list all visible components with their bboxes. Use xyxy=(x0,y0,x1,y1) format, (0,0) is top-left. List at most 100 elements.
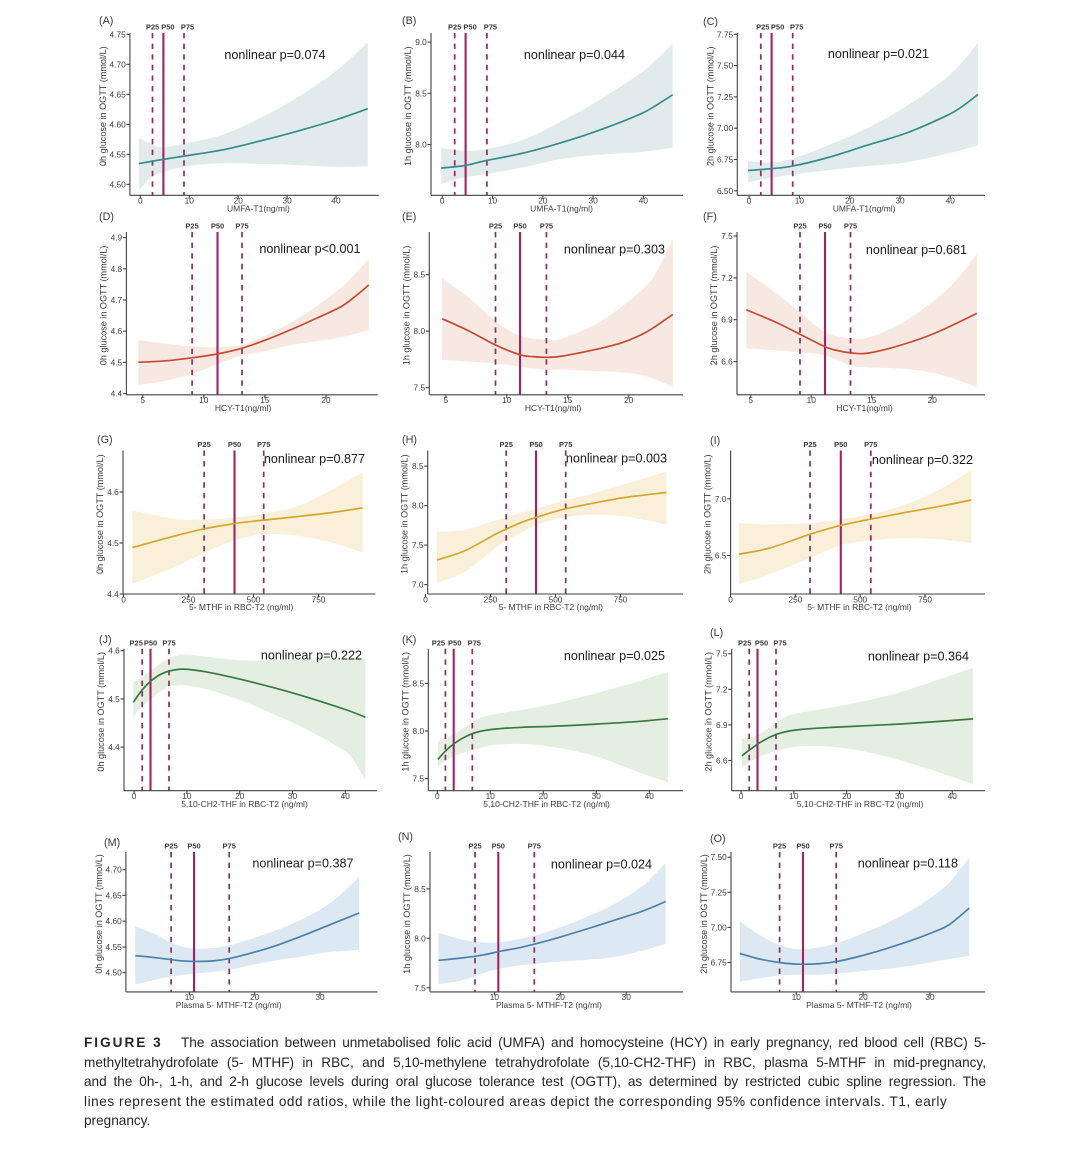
svg-text:7.75: 7.75 xyxy=(717,29,734,39)
svg-text:(I): (I) xyxy=(710,435,720,447)
svg-text:P50: P50 xyxy=(834,440,847,449)
svg-text:20: 20 xyxy=(539,791,549,801)
svg-text:4.70: 4.70 xyxy=(110,59,127,69)
svg-text:4.6: 4.6 xyxy=(111,326,123,336)
svg-text:4.4: 4.4 xyxy=(107,589,119,599)
svg-text:4.5: 4.5 xyxy=(108,694,120,704)
svg-text:5: 5 xyxy=(140,395,145,405)
svg-text:4.60: 4.60 xyxy=(106,916,123,926)
svg-text:20: 20 xyxy=(556,992,566,1002)
svg-text:250: 250 xyxy=(788,594,802,604)
svg-text:(N): (N) xyxy=(398,831,413,843)
svg-text:6.75: 6.75 xyxy=(717,155,734,165)
svg-text:nonlinear p=0.681: nonlinear p=0.681 xyxy=(866,243,967,257)
svg-text:1h glucose in OGTT (mmol/L): 1h glucose in OGTT (mmol/L) xyxy=(402,854,412,974)
svg-text:6.5: 6.5 xyxy=(715,551,727,561)
svg-text:0h glucose in OGTT (mmol/L): 0h glucose in OGTT (mmol/L) xyxy=(95,454,105,574)
svg-text:nonlinear p=0.025: nonlinear p=0.025 xyxy=(564,649,665,663)
svg-text:10: 10 xyxy=(488,196,498,206)
svg-text:7.2: 7.2 xyxy=(721,273,733,283)
svg-text:0: 0 xyxy=(728,594,733,604)
svg-text:0: 0 xyxy=(440,196,445,206)
svg-text:4.6: 4.6 xyxy=(107,487,119,497)
svg-text:P25: P25 xyxy=(468,842,481,851)
svg-text:2h glucose in OGTT (mmol/L): 2h glucose in OGTT (mmol/L) xyxy=(704,652,714,772)
svg-text:UMFA-T1(ng/ml): UMFA-T1(ng/ml) xyxy=(227,204,290,214)
svg-text:7.5: 7.5 xyxy=(414,983,426,993)
svg-text:20: 20 xyxy=(235,791,245,801)
svg-text:P50: P50 xyxy=(529,440,542,449)
svg-text:P25: P25 xyxy=(448,23,461,32)
svg-text:P75: P75 xyxy=(484,23,497,32)
svg-text:750: 750 xyxy=(614,594,628,604)
svg-text:4.70: 4.70 xyxy=(106,865,123,875)
svg-text:8.0: 8.0 xyxy=(412,501,424,511)
svg-text:P50: P50 xyxy=(228,440,241,449)
svg-text:5- MTHF in RBC-T2 (ng/ml): 5- MTHF in RBC-T2 (ng/ml) xyxy=(807,602,912,612)
svg-text:(H): (H) xyxy=(402,434,417,446)
svg-text:(B): (B) xyxy=(402,15,416,27)
svg-text:5,10-CH2-THF in RBC-T2 (ng/ml): 5,10-CH2-THF in RBC-T2 (ng/ml) xyxy=(483,799,610,809)
svg-text:10: 10 xyxy=(795,196,805,206)
svg-text:P25: P25 xyxy=(197,440,210,449)
svg-text:nonlinear p=0.118: nonlinear p=0.118 xyxy=(858,857,958,871)
svg-text:7.5: 7.5 xyxy=(412,540,424,550)
svg-text:30: 30 xyxy=(895,791,905,801)
svg-text:1h glucose in OGTT (mmol/L): 1h glucose in OGTT (mmol/L) xyxy=(401,246,411,366)
svg-text:4.65: 4.65 xyxy=(106,890,123,900)
svg-text:30: 30 xyxy=(895,196,905,206)
svg-text:0: 0 xyxy=(423,594,428,604)
svg-text:30: 30 xyxy=(315,992,325,1002)
svg-text:8.5: 8.5 xyxy=(414,270,426,280)
svg-text:20: 20 xyxy=(624,395,634,405)
svg-text:4.75: 4.75 xyxy=(110,29,127,39)
svg-text:P25: P25 xyxy=(130,638,143,647)
svg-text:10: 10 xyxy=(185,196,195,206)
svg-text:P75: P75 xyxy=(773,638,786,647)
svg-text:250: 250 xyxy=(484,594,498,604)
svg-text:P50: P50 xyxy=(187,842,200,851)
svg-text:40: 40 xyxy=(946,196,956,206)
svg-text:(A): (A) xyxy=(99,15,113,27)
svg-text:20: 20 xyxy=(842,791,852,801)
svg-text:5: 5 xyxy=(748,395,753,405)
svg-text:nonlinear p<0.001: nonlinear p<0.001 xyxy=(259,242,360,256)
svg-text:10: 10 xyxy=(185,992,195,1002)
svg-text:(G): (G) xyxy=(97,434,113,446)
svg-text:40: 40 xyxy=(639,196,649,206)
svg-text:40: 40 xyxy=(948,791,958,801)
svg-text:P75: P75 xyxy=(540,222,553,231)
svg-text:5- MTHF in RBC-T2 (ng/ml): 5- MTHF in RBC-T2 (ng/ml) xyxy=(499,602,604,612)
svg-text:4.65: 4.65 xyxy=(110,89,127,99)
svg-text:nonlinear p=0.222: nonlinear p=0.222 xyxy=(261,649,362,663)
svg-text:HCY-T1(ng/ml): HCY-T1(ng/ml) xyxy=(525,403,582,413)
svg-text:nonlinear p=0.024: nonlinear p=0.024 xyxy=(551,857,652,871)
svg-text:7.0: 7.0 xyxy=(715,494,727,504)
svg-text:nonlinear p=0.387: nonlinear p=0.387 xyxy=(252,856,353,870)
svg-text:7.25: 7.25 xyxy=(711,887,728,897)
svg-text:nonlinear p=0.322: nonlinear p=0.322 xyxy=(872,453,973,467)
svg-text:30: 30 xyxy=(588,196,598,206)
svg-text:750: 750 xyxy=(312,594,326,604)
svg-text:4.55: 4.55 xyxy=(110,149,127,159)
svg-text:10: 10 xyxy=(807,395,817,405)
svg-text:8.5: 8.5 xyxy=(415,88,427,98)
svg-text:HCY-T1(ng/ml): HCY-T1(ng/ml) xyxy=(836,403,893,413)
svg-text:(J): (J) xyxy=(99,634,112,646)
svg-text:nonlinear p=0.003: nonlinear p=0.003 xyxy=(566,452,667,466)
svg-text:P25: P25 xyxy=(489,222,502,231)
svg-text:0: 0 xyxy=(435,791,440,801)
svg-text:5- MTHF in RBC-T2 (ng/ml): 5- MTHF in RBC-T2 (ng/ml) xyxy=(189,602,294,612)
svg-text:P75: P75 xyxy=(830,842,843,851)
svg-text:15: 15 xyxy=(563,395,573,405)
svg-text:4.9: 4.9 xyxy=(111,233,123,243)
svg-text:20: 20 xyxy=(538,196,548,206)
svg-text:(C): (C) xyxy=(703,16,718,28)
svg-text:P50: P50 xyxy=(513,222,526,231)
svg-text:10: 10 xyxy=(792,992,802,1002)
svg-text:15: 15 xyxy=(260,395,270,405)
svg-text:P25: P25 xyxy=(500,440,513,449)
svg-text:0h glucose in OGTT (mmol/L): 0h glucose in OGTT (mmol/L) xyxy=(98,246,108,366)
svg-text:4.7: 4.7 xyxy=(111,295,123,305)
svg-text:0h glucose in OGTT (mmol/L): 0h glucose in OGTT (mmol/L) xyxy=(94,854,104,974)
